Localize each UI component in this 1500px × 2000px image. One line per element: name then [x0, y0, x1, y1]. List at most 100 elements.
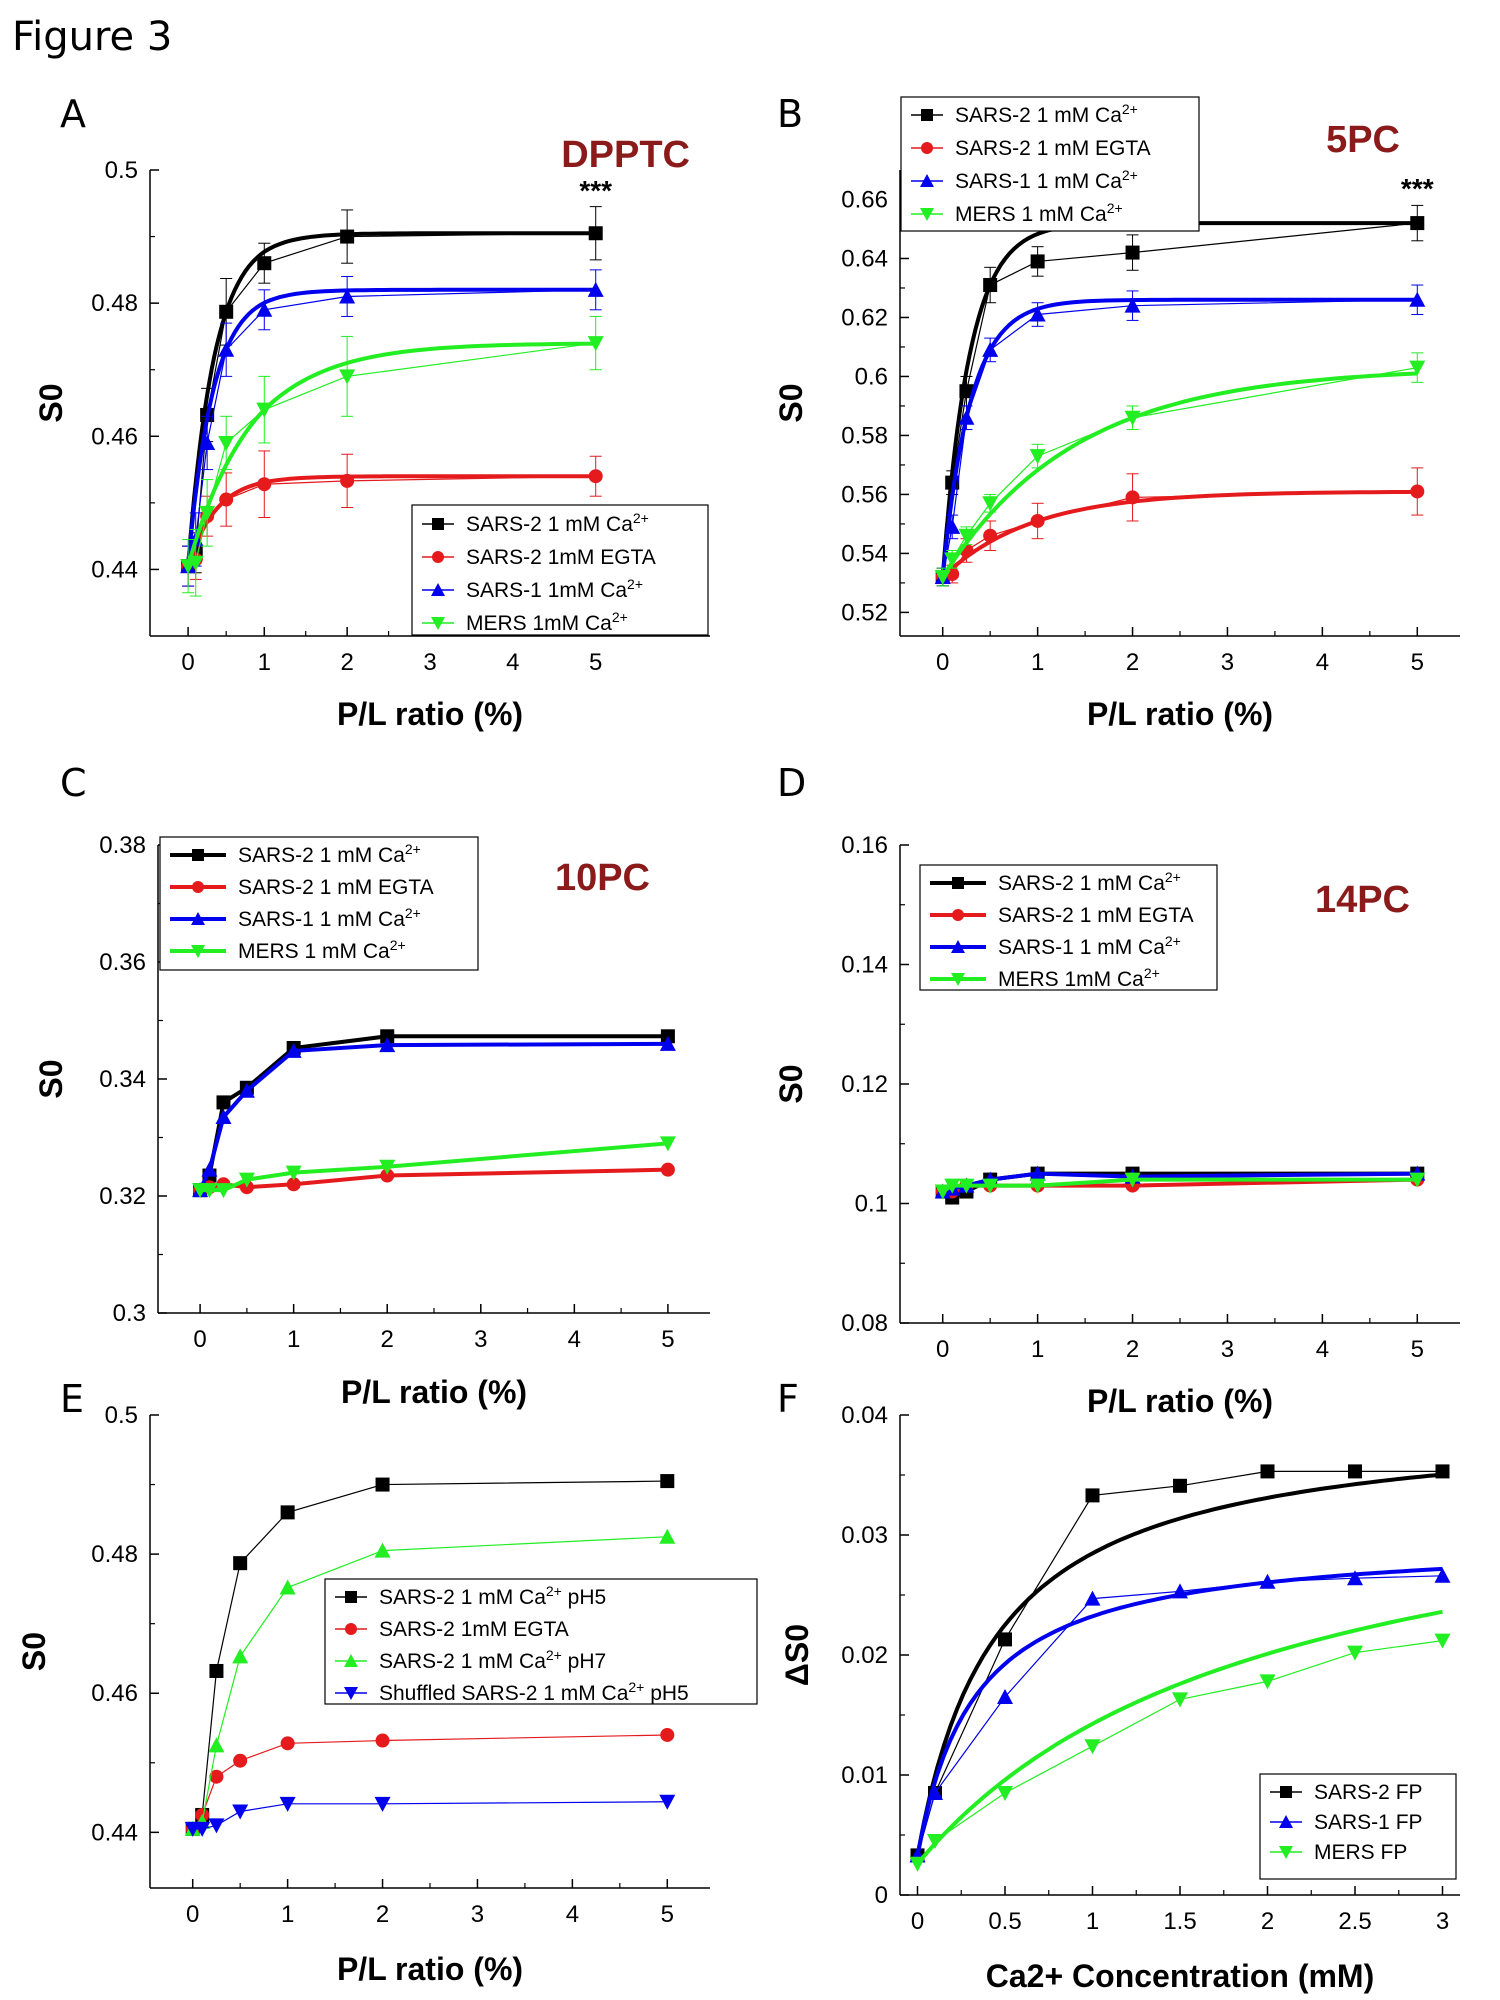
data-point — [1260, 1464, 1275, 1479]
data-point — [958, 1178, 975, 1194]
data-point — [208, 1818, 225, 1834]
fit-curve — [186, 341, 596, 567]
data-point — [194, 1821, 211, 1837]
legend-marker — [920, 208, 934, 221]
data-point — [909, 1856, 926, 1872]
series-2 — [193, 1162, 675, 1198]
x-tick-label: 0 — [186, 1901, 199, 1928]
x-tick-label: 2.5 — [1338, 1908, 1371, 1935]
data-point — [587, 336, 604, 352]
y-tick-label: 0.12 — [841, 1071, 888, 1098]
series-line — [942, 367, 1418, 578]
y-tick-label: 0.46 — [91, 1680, 138, 1707]
data-point — [199, 505, 216, 521]
data-point — [1029, 449, 1046, 465]
panel-title: 10PC — [555, 857, 650, 899]
data-point — [201, 1161, 218, 1177]
x-tick-label: 2 — [1261, 1908, 1274, 1935]
legend: SARS-2 1 mM Ca2+ SARS-2 1 mM EGTA SARS-1 1… — [159, 836, 479, 971]
y-tick-label: 0.44 — [91, 1819, 138, 1846]
x-axis-label: P/L ratio (%) — [337, 1951, 523, 1987]
data-point — [374, 1796, 391, 1812]
data-point — [659, 1136, 676, 1152]
data-point — [659, 1794, 676, 1810]
legend-marker — [921, 109, 933, 121]
data-point — [587, 281, 604, 297]
legend-marker — [345, 1591, 357, 1603]
data-point — [1125, 245, 1140, 260]
legend-marker — [431, 617, 445, 630]
data-point — [660, 1727, 675, 1742]
y-axis-label: S0 — [773, 383, 809, 422]
panel-letter: D — [777, 761, 806, 805]
x-tick-label: 2 — [376, 1901, 389, 1928]
x-tick-label: 2 — [381, 1326, 394, 1353]
legend-marker — [344, 1654, 358, 1667]
figure-title: Figure 3 — [12, 14, 173, 60]
series-line — [192, 1734, 668, 1830]
series-line — [942, 490, 1418, 578]
legend-label: SARS-1 1 mM Ca2+ — [238, 905, 421, 931]
legend-label: SARS-1 1 mM Ca2+ — [955, 167, 1138, 193]
data-point — [1030, 513, 1045, 528]
legend-marker — [192, 881, 204, 893]
y-tick-label: 0.16 — [841, 832, 888, 859]
series-3 — [909, 1609, 1451, 1872]
data-point — [1029, 1178, 1046, 1194]
data-point — [959, 384, 974, 399]
x-tick-label: 1.5 — [1163, 1908, 1196, 1935]
series-line — [198, 1034, 668, 1192]
panel-letter: C — [60, 761, 87, 805]
data-point — [958, 528, 975, 544]
data-point — [927, 1834, 943, 1849]
data-point — [1259, 1674, 1276, 1690]
fit-curve — [915, 1472, 1443, 1856]
legend-label: SARS-2 1 mM Ca2+ pH5 — [379, 1583, 606, 1609]
y-tick-label: 0.48 — [91, 1541, 138, 1568]
legend-marker — [432, 518, 444, 530]
series-4 — [934, 352, 1426, 587]
panel-a: A 0.44 0.46 0.48 0.5 0 1 2 3 4 5 P/L ratio (%) S0 DPP… — [33, 92, 710, 732]
legend-label: SARS-2 1mM EGTA — [379, 1618, 569, 1641]
legend-label: SARS-2 FP — [1314, 1781, 1423, 1804]
significance-annotation: *** — [579, 175, 612, 206]
legend-box — [411, 504, 709, 636]
data-point — [1434, 1633, 1451, 1649]
data-point — [379, 1159, 396, 1175]
legend-marker — [1279, 1846, 1293, 1859]
data-point — [660, 1474, 675, 1489]
data-point — [233, 1556, 248, 1571]
y-tick-label: 0.08 — [841, 1310, 888, 1337]
data-point — [280, 1505, 295, 1520]
data-point — [1347, 1645, 1363, 1661]
y-tick-label: 0.54 — [841, 540, 888, 567]
legend-label: SARS-2 1 mM Ca2+ — [466, 510, 649, 536]
y-tick-label: 0.01 — [841, 1762, 888, 1789]
data-point — [201, 1183, 218, 1199]
legend-marker — [345, 1623, 357, 1635]
panel-d: D 0.08 0.1 0.12 0.14 0.16 0 1 2 3 4 5 P/L ratio (%) S… — [773, 761, 1460, 1419]
legend-label: SARS-2 1 mM Ca2+ — [998, 869, 1181, 895]
legend-label: SARS-2 1 mM Ca2+ — [955, 101, 1138, 127]
data-point — [1434, 1567, 1451, 1583]
panel-title: DPPTC — [561, 134, 690, 176]
data-point — [215, 1183, 232, 1199]
legend-box — [919, 864, 1218, 991]
data-point — [982, 496, 999, 512]
panel-title: 14PC — [1315, 879, 1410, 921]
fit-curve — [940, 221, 1418, 578]
legend-label: SARS-2 1 mM Ca2+ — [238, 841, 421, 867]
legend: SARS-2 FP SARS-1 FP MERS FP — [1259, 1773, 1457, 1880]
series-line — [942, 299, 1418, 578]
fit-curve — [186, 231, 596, 567]
legend-label: SARS-1 FP — [1314, 1811, 1423, 1834]
y-tick-label: 0.48 — [91, 290, 138, 317]
y-axis-label: S0 — [33, 383, 69, 422]
legend-label: MERS 1 mM Ca2+ — [238, 937, 406, 963]
x-tick-label: 4 — [1316, 649, 1329, 676]
data-point — [219, 304, 234, 319]
x-tick-label: 5 — [661, 1901, 674, 1928]
series-line — [916, 1575, 1443, 1856]
data-point — [660, 1162, 675, 1177]
series-line — [916, 1470, 1443, 1856]
